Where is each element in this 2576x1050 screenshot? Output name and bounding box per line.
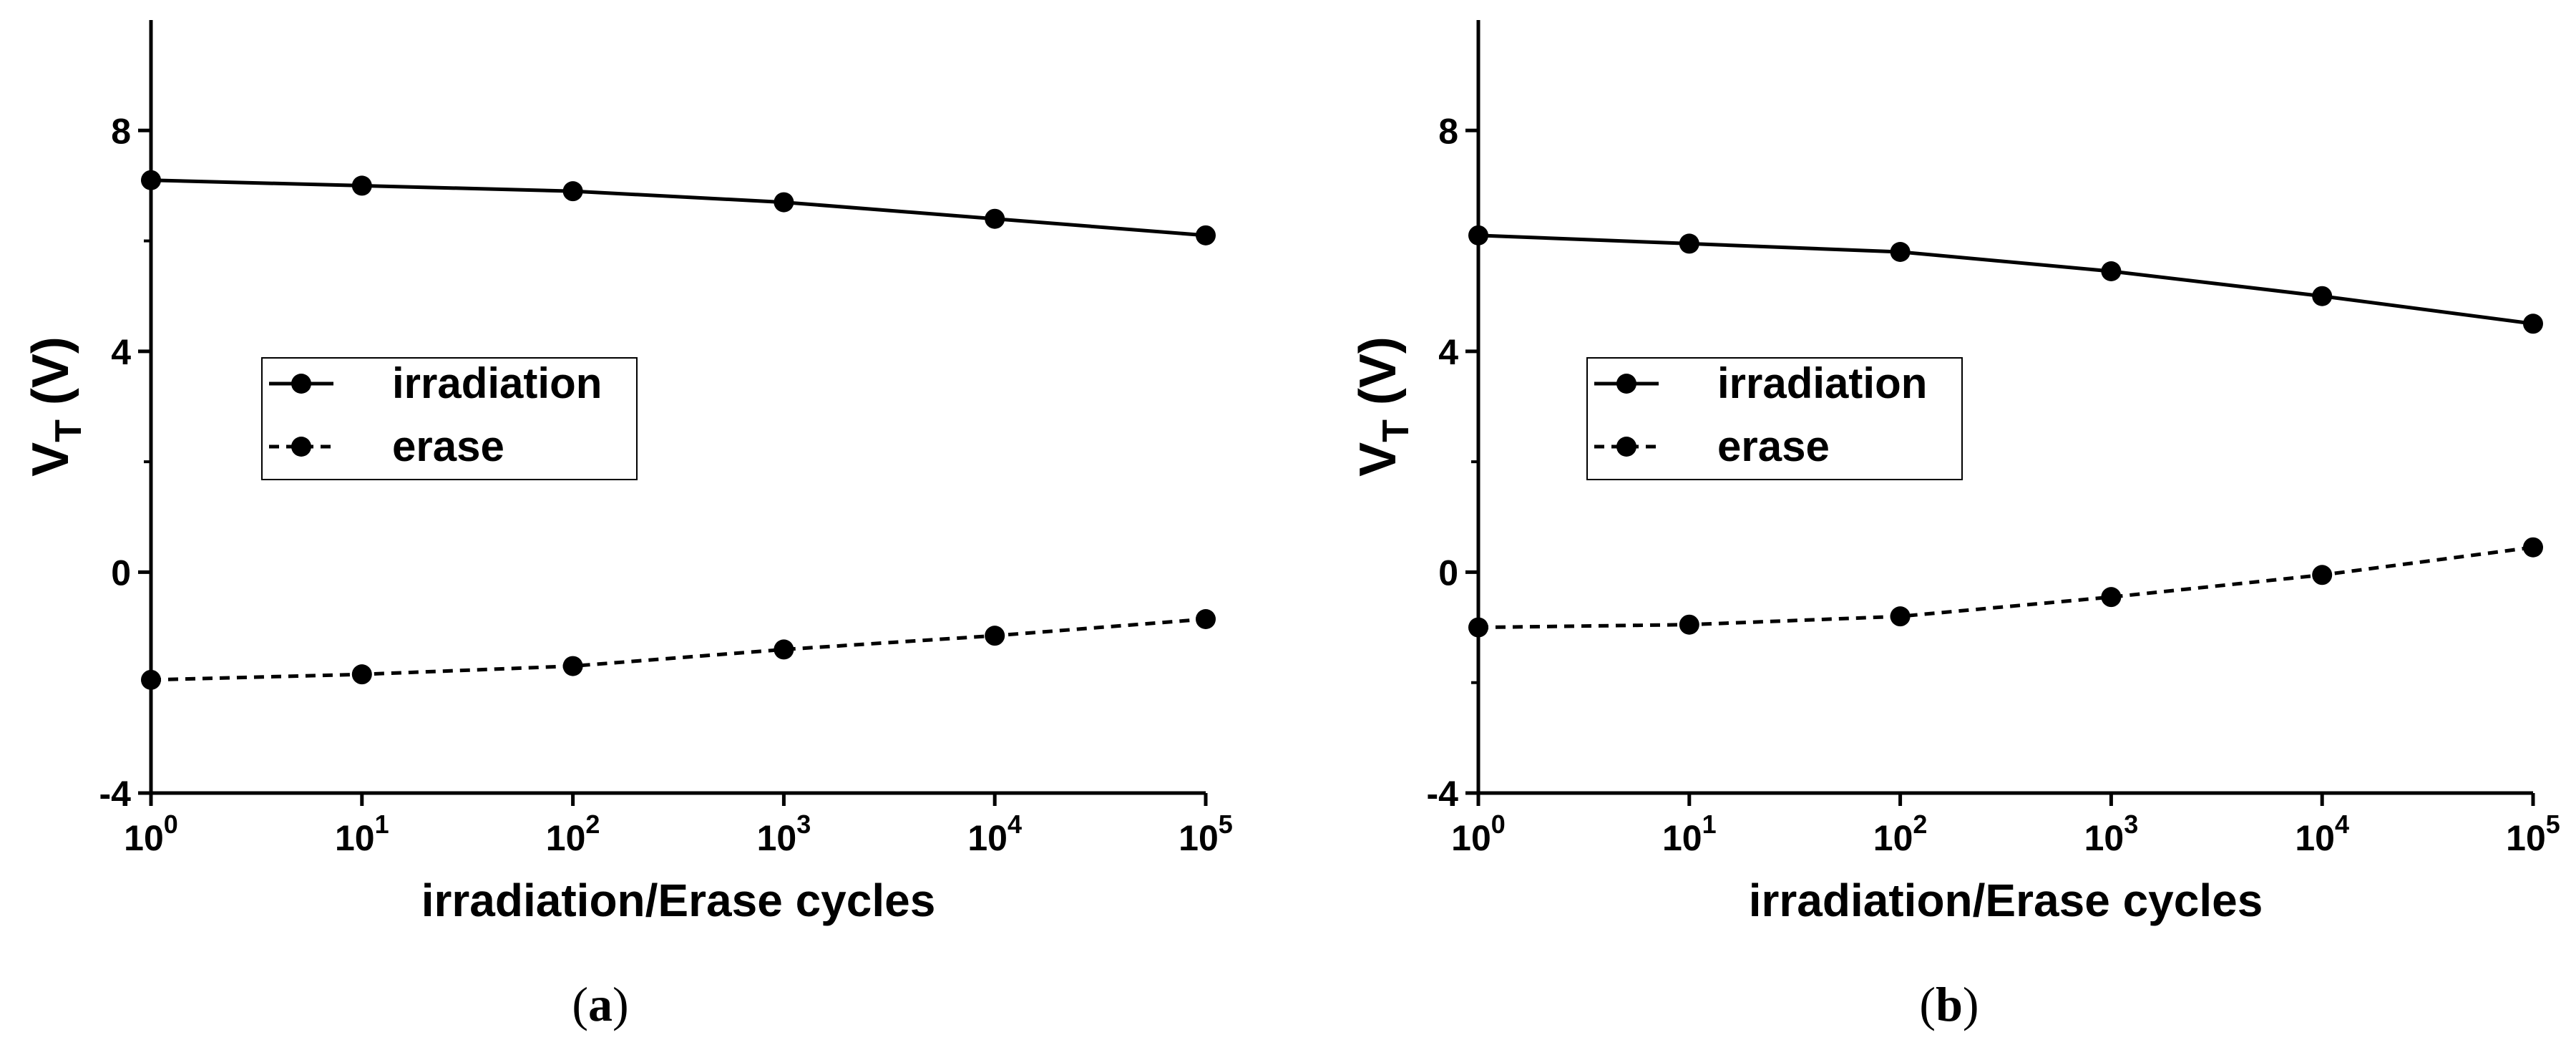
x-axis-title: irradiation/Erase cycles [421, 875, 936, 926]
x-tick-label: 102 [1873, 810, 1928, 858]
y-axis-title: VT (V) [1350, 336, 1417, 477]
y-tick-label: 8 [111, 111, 131, 151]
x-tick-label: 103 [757, 810, 811, 858]
data-point-erase [2523, 538, 2543, 558]
data-point-irradiation [563, 181, 583, 201]
data-point-irradiation [2312, 286, 2332, 306]
data-point-irradiation [1679, 233, 1699, 253]
panel-label: (b) [1919, 977, 1979, 1031]
data-point-irradiation [352, 175, 372, 195]
y-tick-label: 0 [111, 553, 131, 593]
series-line-irradiation [1478, 235, 2533, 324]
data-point-erase [563, 656, 583, 676]
data-point-irradiation [985, 209, 1005, 229]
legend-marker-erase [291, 437, 311, 457]
data-point-irradiation [141, 170, 161, 190]
y-tick-label: -4 [99, 774, 132, 814]
data-point-erase [1890, 606, 1911, 626]
data-point-erase [774, 639, 794, 659]
x-tick-label: 100 [1451, 810, 1506, 858]
data-point-erase [2101, 587, 2121, 607]
data-point-erase [1679, 615, 1699, 635]
x-tick-label: 101 [335, 810, 389, 858]
x-tick-label: 105 [1179, 810, 1233, 858]
data-point-erase [1196, 609, 1216, 629]
panel-label: (a) [572, 977, 628, 1031]
data-point-erase [352, 664, 372, 684]
legend-marker-erase [1616, 437, 1636, 457]
x-tick-label: 104 [967, 810, 1022, 858]
y-tick-label: 4 [1438, 332, 1458, 372]
legend-label-irradiation: irradiation [1717, 359, 1927, 407]
figure: -4 0 4 8 100 101 102 103 104 105 irradiation/Erase… [0, 0, 2576, 1050]
x-tick-label: 105 [2506, 810, 2560, 858]
y-axis-title: VT (V) [22, 336, 89, 477]
data-point-irradiation [1468, 225, 1488, 246]
legend-label-erase: erase [1717, 422, 1830, 470]
y-tick-label: 0 [1438, 553, 1458, 593]
data-point-erase [2312, 565, 2332, 585]
x-axis-title: irradiation/Erase cycles [1749, 875, 2263, 926]
x-tick-label: 103 [2084, 810, 2139, 858]
x-tick-label: 104 [2295, 810, 2349, 858]
y-tick-label: 8 [1438, 111, 1458, 151]
data-point-irradiation [2523, 313, 2543, 334]
data-point-irradiation [1890, 242, 1911, 262]
series-line-irradiation [151, 180, 1206, 235]
data-point-erase [141, 670, 161, 690]
legend-label-irradiation: irradiation [392, 359, 602, 407]
series-line-erase [1478, 548, 2533, 628]
y-tick-label: 4 [111, 332, 131, 372]
legend-marker-irradiation [1616, 374, 1636, 394]
x-tick-label: 102 [546, 810, 600, 858]
chart-panel-b: -4 0 4 8 100 101 102 103 104 105 irradiation/Erase… [1350, 20, 2560, 1031]
data-point-erase [1468, 618, 1488, 638]
x-tick-label: 100 [124, 810, 178, 858]
data-point-irradiation [774, 193, 794, 213]
legend-marker-irradiation [291, 374, 311, 394]
x-tick-label: 101 [1662, 810, 1717, 858]
y-tick-label: -4 [1427, 774, 1459, 814]
data-point-erase [985, 626, 1005, 646]
chart-panel-a: -4 0 4 8 100 101 102 103 104 105 irradiation/Erase… [22, 20, 1233, 1031]
legend-label-erase: erase [392, 422, 504, 470]
data-point-irradiation [2101, 261, 2121, 281]
data-point-irradiation [1196, 225, 1216, 246]
series-line-erase [151, 619, 1206, 680]
